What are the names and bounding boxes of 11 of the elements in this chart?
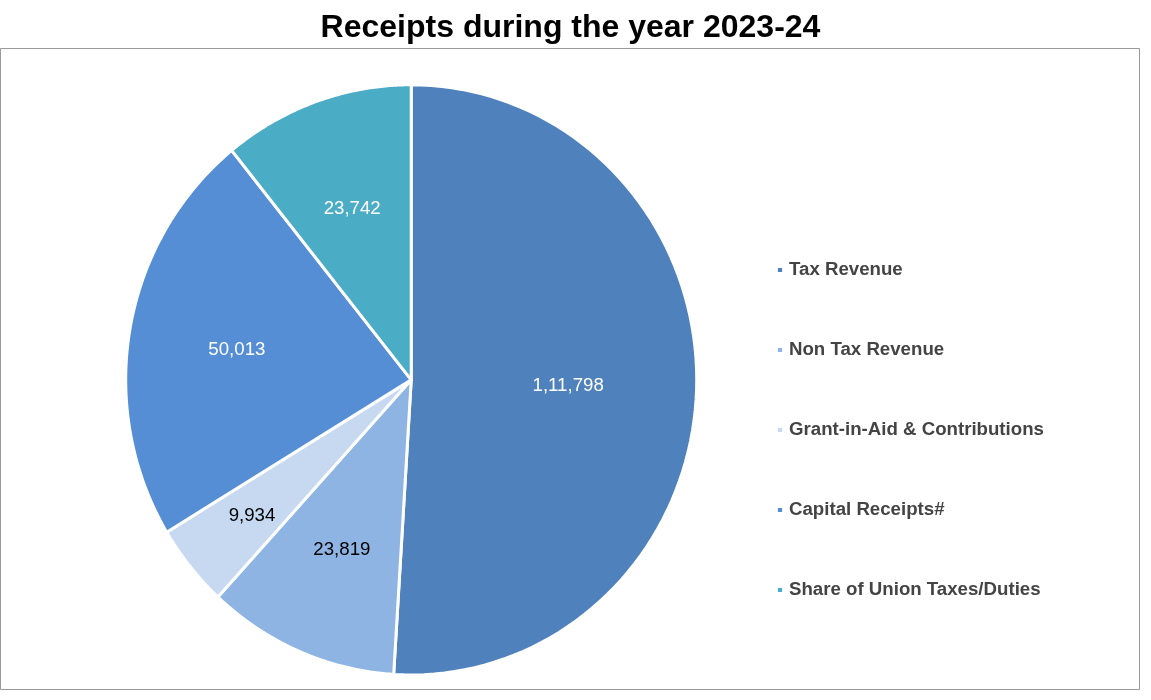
data-label: 23,742	[323, 196, 381, 218]
data-label: 9,934	[228, 503, 276, 525]
data-label: 23,819	[313, 537, 371, 559]
legend-label: Share of Union Taxes/Duties	[789, 578, 1041, 600]
chart-title: Receipts during the year 2023-24	[320, 7, 821, 44]
data-label: 1,11,798	[532, 374, 604, 396]
data-label: 50,013	[208, 337, 266, 359]
legend-label: Capital Receipts#	[789, 498, 945, 520]
legend-label: Non Tax Revenue	[789, 338, 945, 360]
legend-label: Grant-in-Aid & Contributions	[789, 418, 1044, 440]
legend-label: Tax Revenue	[789, 258, 903, 280]
